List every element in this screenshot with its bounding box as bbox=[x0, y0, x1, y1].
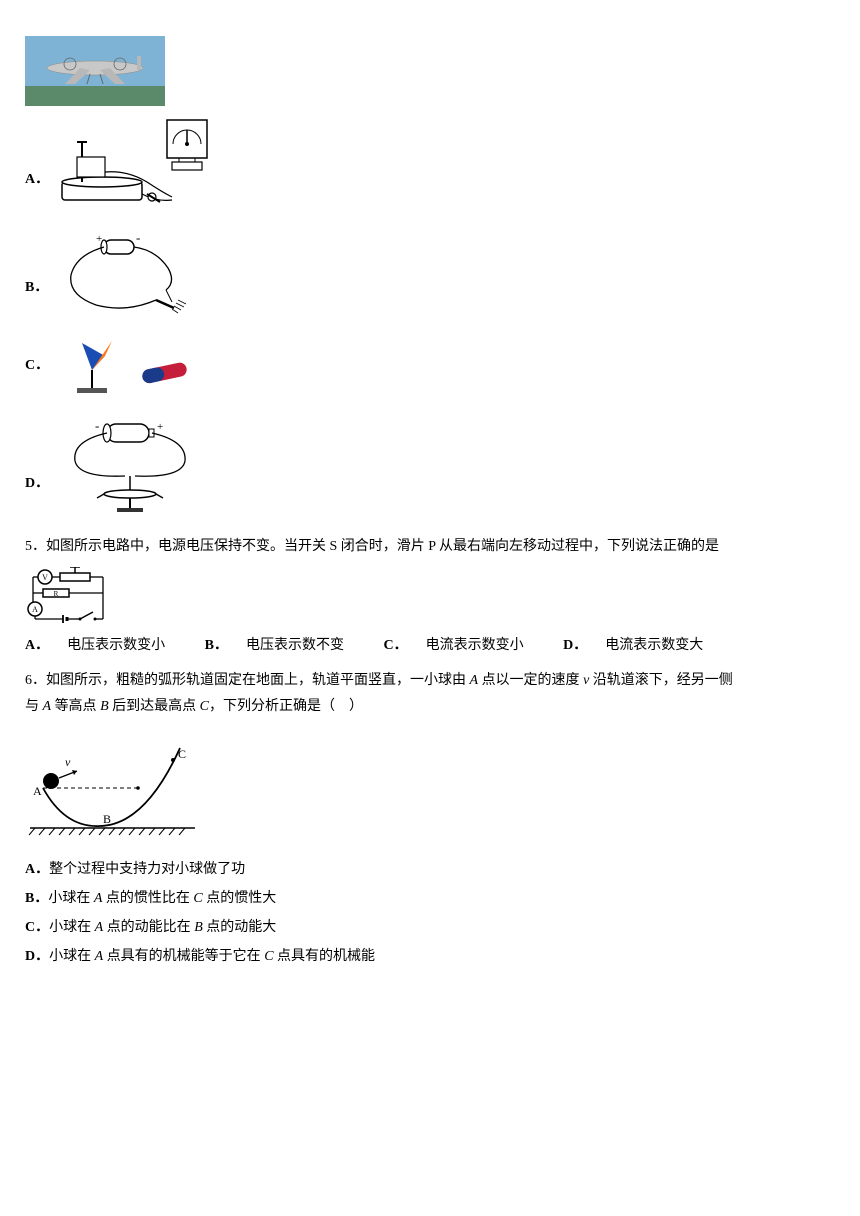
q6-opt-a: A．整个过程中支持力对小球做了功 bbox=[25, 857, 835, 882]
svg-text:C: C bbox=[178, 747, 186, 761]
svg-text:v: v bbox=[65, 755, 71, 769]
option-b-row: B． + - bbox=[25, 230, 835, 320]
airplane-image bbox=[25, 36, 835, 106]
option-b-label: B． bbox=[25, 275, 48, 300]
q6-track-figure: v A B C bbox=[25, 733, 835, 843]
option-a-row: A． bbox=[25, 112, 835, 212]
svg-text:A: A bbox=[32, 605, 38, 614]
option-d-row: D． - + bbox=[25, 416, 835, 516]
q6-opt-d: D．小球在 A 点具有的机械能等于它在 C 点具有的机械能 bbox=[25, 944, 835, 969]
svg-text:-: - bbox=[95, 418, 99, 433]
option-c-row: C． bbox=[25, 338, 835, 398]
option-c-label: C． bbox=[25, 353, 49, 378]
q5-opt-b: B．电压表示数不变 bbox=[205, 638, 362, 653]
option-c-figure bbox=[57, 338, 212, 398]
svg-text:V: V bbox=[42, 573, 48, 582]
option-b-figure: + - bbox=[56, 230, 206, 320]
q6-opt-c: C．小球在 A 点的动能比在 B 点的动能大 bbox=[25, 915, 835, 940]
q5-circuit: V R A bbox=[25, 567, 835, 625]
option-d-label: D． bbox=[25, 471, 49, 496]
q6-stem: 6．如图所示，粗糙的弧形轨道固定在地面上，轨道平面竖直，一小球由 A 点以一定的… bbox=[25, 668, 835, 718]
svg-text:R: R bbox=[54, 590, 59, 598]
q5-opt-d: D．电流表示数变大 bbox=[563, 638, 721, 653]
svg-text:A: A bbox=[33, 784, 42, 798]
svg-text:B: B bbox=[103, 812, 111, 826]
option-d-figure: - + bbox=[57, 416, 207, 516]
svg-text:+: + bbox=[157, 421, 163, 433]
q6-opt-b: B．小球在 A 点的惯性比在 C 点的惯性大 bbox=[25, 886, 835, 911]
q5-opt-c: C．电流表示数变小 bbox=[383, 638, 541, 653]
option-a-figure bbox=[57, 112, 222, 212]
q5-options: A．电压表示数变小 B．电压表示数不变 C．电流表示数变小 D．电流表示数变大 bbox=[25, 633, 835, 658]
svg-text:-: - bbox=[136, 230, 140, 245]
option-a-label: A． bbox=[25, 167, 49, 192]
q5-opt-a: A．电压表示数变小 bbox=[25, 638, 183, 653]
q5-stem: 5．如图所示电路中，电源电压保持不变。当开关 S 闭合时，滑片 P 从最右端向左… bbox=[25, 534, 835, 559]
